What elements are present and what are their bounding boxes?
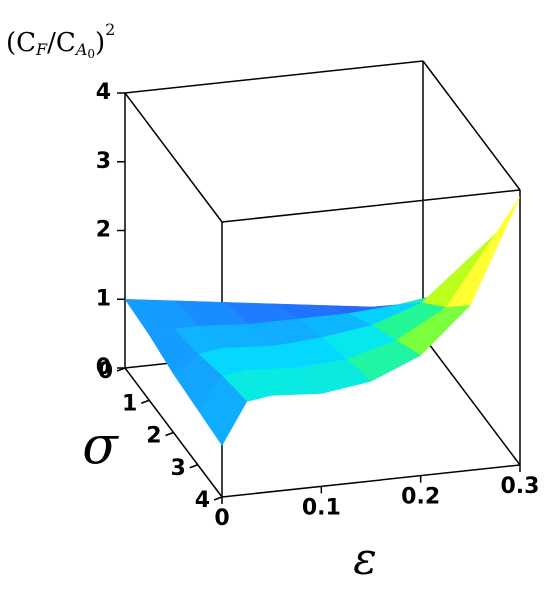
x-axis-title: ε xyxy=(353,534,377,585)
x-tick-label: 0.3 xyxy=(501,474,540,499)
box-edge xyxy=(124,60,424,94)
z-tick-label: 1 xyxy=(96,286,111,311)
x-tick-label: 0.2 xyxy=(401,485,440,510)
box-edge xyxy=(221,464,521,498)
box-edge xyxy=(124,92,223,223)
x-tick-label: 0 xyxy=(214,506,229,531)
z-tick-label: 2 xyxy=(96,218,111,243)
y-tick-label: 1 xyxy=(122,391,137,416)
y-axis-title: σ xyxy=(82,417,119,477)
z-tick-label: 4 xyxy=(96,80,111,105)
y-tick xyxy=(189,464,199,469)
y-tick xyxy=(116,367,126,372)
y-tick-label: 2 xyxy=(146,424,161,449)
z-tick-label: 3 xyxy=(96,149,111,174)
y-tick xyxy=(213,496,223,501)
z-tick-label: 0 xyxy=(96,355,111,380)
y-tick xyxy=(165,431,174,437)
box-edge xyxy=(422,60,521,191)
y-tick xyxy=(140,399,150,404)
box-edge xyxy=(221,189,521,223)
y-tick-label: 3 xyxy=(170,456,185,481)
z-axis-title: (CF/CA0)2 xyxy=(6,20,115,61)
x-tick-label: 0.1 xyxy=(302,495,341,520)
y-tick-label: 0 xyxy=(98,359,113,384)
box-edge xyxy=(422,335,521,466)
surface-patch xyxy=(197,375,248,446)
y-tick-label: 4 xyxy=(195,488,210,513)
surface-patch xyxy=(445,196,521,308)
